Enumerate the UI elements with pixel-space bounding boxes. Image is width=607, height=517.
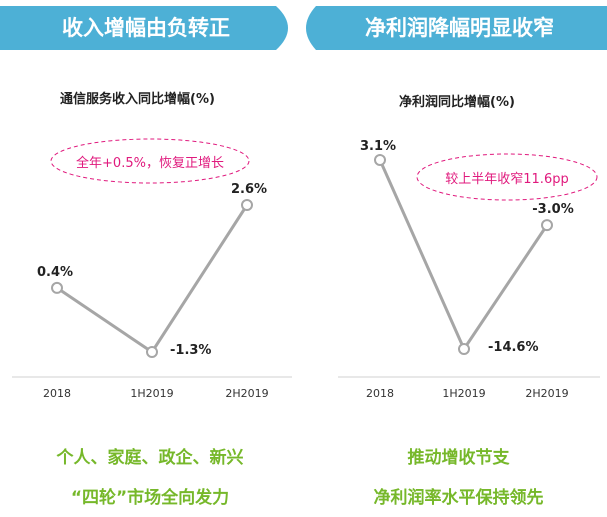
rev-data-label-2018: 0.4% [37,265,73,280]
profit-data-label-2018: 3.1% [360,139,396,154]
annotation-left: 全年+0.5%，恢复正增长 [76,156,224,171]
profit-data-label-1H2019: -14.6% [488,340,539,355]
footer-right-line1: 推动增收节支 [407,448,510,468]
profit-x-tick-1H2019: 1H2019 [442,387,485,400]
annotation-ellipse-right [416,153,598,201]
chart-title-revenue: 通信服务收入同比增幅(%) [60,92,215,107]
annotation-ellipse-left [50,138,250,184]
profit-point-1H2019 [458,343,470,355]
rev-point-1H2019 [146,346,158,358]
rev-series-line [56,204,249,355]
profit-x-tick-2H2019: 2H2019 [525,387,568,400]
banner-left-shape [0,6,288,50]
banner-left-title: 收入增幅由负转正 [62,16,230,40]
footer-right-line2: 净利润率水平保持领先 [373,488,544,508]
profit-point-2018 [374,154,386,166]
rev-point-2H2019 [241,199,253,211]
rev-point-2018 [51,281,63,294]
profit-data-label-2H2019: -3.0% [532,202,573,217]
footer-left-line1: 个人、家庭、政企、新兴 [56,448,244,468]
rev-x-tick-2018: 2018 [43,387,71,400]
footer-left-line2: “四轮”市场全向发力 [70,488,230,508]
profit-series-line [378,159,549,353]
profit-point-2H2019 [541,219,553,232]
profit-x-tick-2018: 2018 [366,387,394,400]
banner-right-shape [306,6,607,50]
rev-data-label-1H2019: -1.3% [170,343,211,358]
annotation-right: 较上半年收窄11.6pp [445,172,569,187]
chart-title-profit: 净利润同比增幅(%) [399,95,515,110]
rev-x-tick-2H2019: 2H2019 [225,387,268,400]
rev-x-tick-1H2019: 1H2019 [130,387,173,400]
banner-right-title: 净利润降幅明显收窄 [365,16,554,40]
rev-data-label-2H2019: 2.6% [231,182,267,197]
